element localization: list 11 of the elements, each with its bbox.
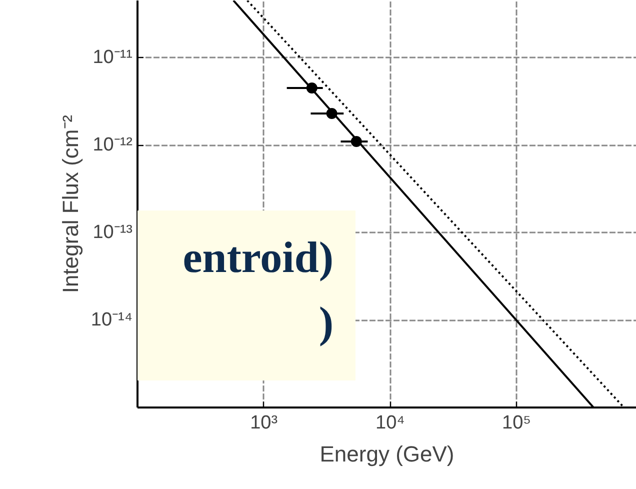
annotation: ) [318,298,334,347]
y-tick-label: 10⁻¹¹ [92,47,133,68]
y-tick-label: 10⁻¹⁴ [90,310,132,331]
annotation: entroid) [182,233,334,282]
y-axis-title: Integral Flux (cm⁻² [58,114,83,294]
y-tick-label: 10⁻¹² [92,134,133,156]
x-tick-label: 10⁴ [376,412,405,434]
x-tick-label: 10³ [250,412,278,434]
y-tick-label: 10⁻¹³ [92,222,133,244]
x-axis-title: Energy (GeV) [320,442,454,466]
x-tick-label: 10⁵ [502,412,532,434]
